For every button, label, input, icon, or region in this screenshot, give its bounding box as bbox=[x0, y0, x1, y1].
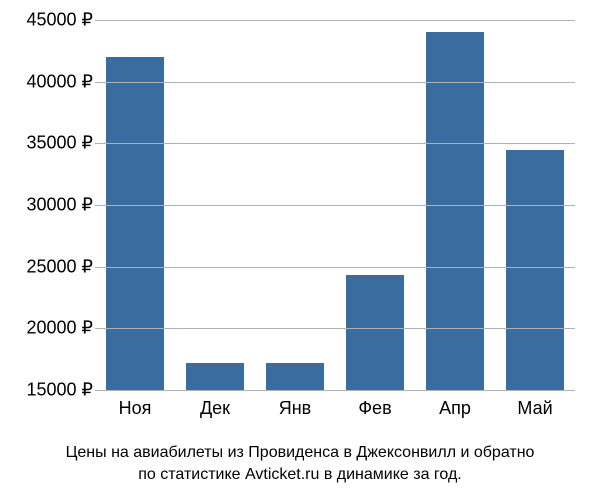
bar bbox=[186, 363, 244, 390]
bar bbox=[346, 275, 404, 390]
gridline bbox=[95, 390, 575, 391]
y-tick-label: 30000 ₽ bbox=[26, 195, 93, 216]
x-tick-label: Май bbox=[517, 398, 552, 419]
bar bbox=[266, 363, 324, 390]
y-tick-label: 25000 ₽ bbox=[26, 256, 93, 277]
x-tick-label: Дек bbox=[200, 398, 230, 419]
chart-caption: Цены на авиабилеты из Провиденса в Джекс… bbox=[0, 442, 600, 485]
x-tick-label: Ноя bbox=[119, 398, 152, 419]
gridline bbox=[95, 20, 575, 21]
gridline bbox=[95, 205, 575, 206]
x-tick-label: Янв bbox=[279, 398, 312, 419]
gridline bbox=[95, 143, 575, 144]
bar bbox=[506, 150, 564, 391]
price-chart: 15000 ₽ 20000 ₽ 25000 ₽ 30000 ₽ 35000 ₽ 40000… bbox=[0, 0, 600, 500]
y-tick-label: 20000 ₽ bbox=[26, 318, 93, 339]
y-tick-label: 45000 ₽ bbox=[26, 10, 93, 31]
bar bbox=[106, 57, 164, 390]
bar bbox=[426, 32, 484, 390]
gridline bbox=[95, 328, 575, 329]
gridline bbox=[95, 267, 575, 268]
x-tick-label: Апр bbox=[439, 398, 471, 419]
y-tick-label: 40000 ₽ bbox=[26, 71, 93, 92]
plot-area: 15000 ₽20000 ₽25000 ₽30000 ₽35000 ₽40000… bbox=[95, 20, 575, 390]
gridline bbox=[95, 82, 575, 83]
caption-line-1: Цены на авиабилеты из Провиденса в Джекс… bbox=[0, 442, 600, 464]
y-tick-label: 35000 ₽ bbox=[26, 133, 93, 154]
x-tick-label: Фев bbox=[358, 398, 391, 419]
y-tick-label: 15000 ₽ bbox=[26, 380, 93, 401]
caption-line-2: по статистике Avticket.ru в динамике за … bbox=[0, 464, 600, 486]
